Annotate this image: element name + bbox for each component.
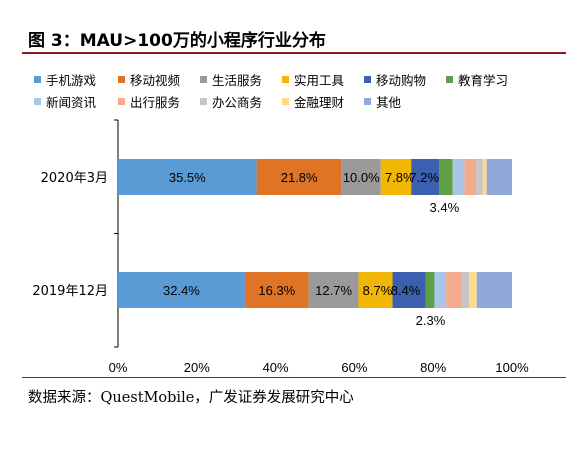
data-label: 32.4% [163,283,200,298]
legend-item: 新闻资讯 [34,92,118,111]
data-label: 8.7% [363,283,393,298]
data-label: 35.5% [169,170,206,185]
legend-swatch [446,75,453,83]
legend-label: 移动视频 [130,72,181,88]
legend-label: 出行服务 [130,94,181,110]
legend-label: 新闻资讯 [46,94,97,110]
data-label: 12.7% [315,283,352,298]
legend-item: 办公商务 [200,92,282,111]
bar-segment [434,272,447,308]
figure-title: 图 3：MAU>100万的小程序行业分布 [28,31,326,51]
legend-label: 手机游戏 [46,72,97,88]
data-label: 2.3% [416,313,446,328]
data-label: 8.4% [391,283,421,298]
bar-segment [256,159,342,195]
legend-item: 出行服务 [118,92,200,111]
category-label: 2019年12月 [32,284,108,299]
legend-swatch [200,97,207,105]
legend-label: 生活服务 [212,72,263,88]
bar-segment [486,159,512,195]
bar-segment [308,272,359,308]
legend-label: 金融理财 [294,94,345,110]
bar-segment [380,159,412,195]
data-label: 10.0% [343,170,380,185]
legend-swatch [118,75,125,83]
bar-segment [392,272,426,308]
x-tick-label: 100% [495,360,529,375]
bar-segment [411,159,440,195]
bar-segment [461,272,469,308]
legend-label: 办公商务 [212,94,263,110]
legend-swatch [34,75,41,83]
bar-segment [476,159,483,195]
bar-segment [464,159,477,195]
x-tick-label: 40% [263,360,289,375]
bar-segment [118,272,245,308]
title-rule [22,52,566,54]
legend-item: 移动购物 [364,70,446,89]
legend-item: 金融理财 [282,92,364,111]
bar-segment [439,159,453,195]
data-label: 7.8% [385,170,415,185]
legend-swatch [282,75,289,83]
legend-row: 新闻资讯 出行服务 办公商务 金融理财 其他 [34,90,574,112]
legend-item: 其他 [364,92,446,111]
bar-segment [482,159,487,195]
legend-swatch [364,97,371,105]
legend-item: 实用工具 [282,70,364,89]
data-label: 21.8% [281,170,318,185]
x-tick-label: 20% [184,360,210,375]
bar-segment [358,272,393,308]
source-rule [22,377,566,378]
bar-segment [425,272,435,308]
legend-item: 手机游戏 [34,70,118,89]
legend-swatch [364,75,371,83]
x-tick-label: 60% [341,360,367,375]
legend-row: 手机游戏 移动视频 生活服务 实用工具 移动购物 教育学习 [34,68,574,90]
data-label: 7.2% [409,170,439,185]
bar-segment [452,159,465,195]
legend-item: 移动视频 [118,70,200,89]
bar-segment [476,272,512,308]
legend-label: 其他 [376,94,402,110]
legend-swatch [118,97,125,105]
legend-item: 教育学习 [446,70,536,89]
legend-swatch [282,97,289,105]
data-label: 3.4% [430,200,460,215]
x-tick-label: 80% [420,360,446,375]
legend-label: 教育学习 [458,72,509,88]
bar-segment [118,159,257,195]
legend-swatch [200,75,207,83]
legend: 手机游戏 移动视频 生活服务 实用工具 移动购物 教育学习新闻资讯 出行服务 办公商务 金融理财… [34,68,574,112]
legend-swatch [34,97,41,105]
bar-segment [468,272,477,308]
source-note: 数据来源：QuestMobile，广发证券发展研究中心 [28,390,354,406]
legend-label: 实用工具 [294,72,345,88]
legend-item: 生活服务 [200,70,282,89]
bar-segment [446,272,462,308]
x-tick-label: 0% [109,360,128,375]
bar-segment [341,159,381,195]
data-label: 16.3% [258,283,295,298]
legend-label: 移动购物 [376,72,427,88]
bar-segment [244,272,309,308]
category-label: 2020年3月 [41,171,108,186]
